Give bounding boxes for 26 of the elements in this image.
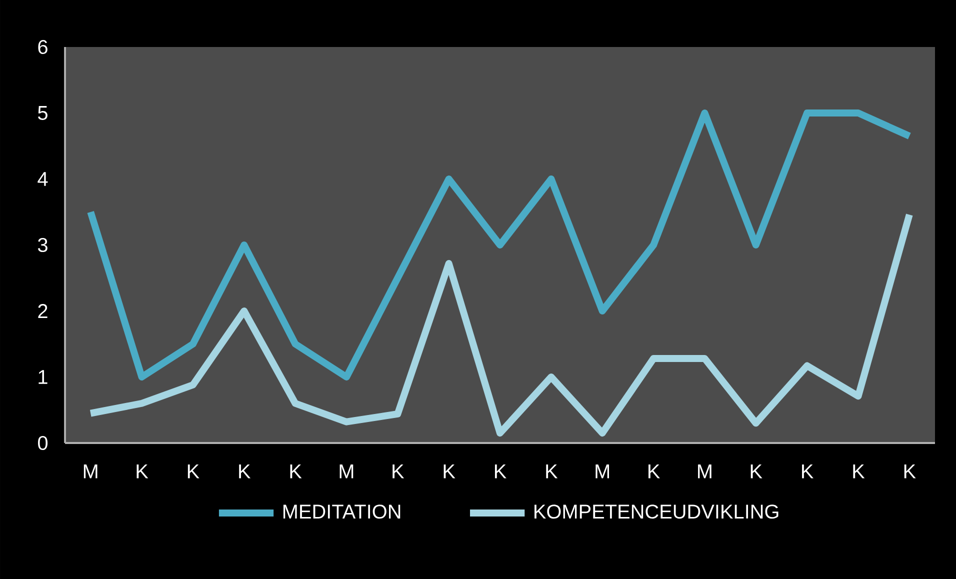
x-tick-label: K xyxy=(546,464,558,478)
x-tick-label: K xyxy=(904,464,916,478)
y-tick-label: 5 xyxy=(38,106,48,120)
legend-label: MEDITATION xyxy=(283,504,400,519)
y-tick-label: 1 xyxy=(38,370,48,384)
y-tick-label: 4 xyxy=(38,172,48,186)
y-tick-label: 3 xyxy=(38,238,48,252)
x-tick-label: K xyxy=(136,464,148,478)
x-tick-label: K xyxy=(853,464,865,478)
legend-label: KOMPETENCEUDVIKLING xyxy=(534,504,778,519)
x-tick-label: K xyxy=(392,464,404,478)
x-tick-label: K xyxy=(188,464,200,478)
x-tick-label: K xyxy=(239,464,251,478)
x-tick-label: K xyxy=(494,464,506,478)
x-tick-label: M xyxy=(340,464,354,478)
x-tick-label: M xyxy=(698,464,712,478)
y-tick-label: 2 xyxy=(38,304,48,318)
x-tick-label: K xyxy=(648,464,660,478)
x-tick-label: M xyxy=(596,464,609,478)
x-tick-label: K xyxy=(290,464,302,478)
y-tick-label: 0 xyxy=(38,436,48,450)
x-tick-label: M xyxy=(84,464,98,478)
x-tick-label: K xyxy=(802,464,814,478)
x-tick-label: K xyxy=(750,464,762,478)
y-tick-label: 6 xyxy=(38,40,48,54)
x-tick-label: K xyxy=(444,464,456,478)
